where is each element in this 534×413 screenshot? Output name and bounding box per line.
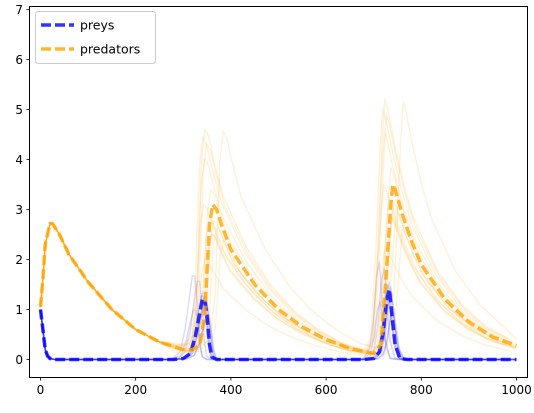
x-tick-label: 400 <box>219 383 242 397</box>
series-layer <box>38 182 518 362</box>
y-tick-label: 1 <box>15 303 23 317</box>
plot-frame <box>29 6 528 378</box>
y-axis-ticks: 0 1 2 3 4 5 6 7 <box>15 3 30 367</box>
x-tick-label: 800 <box>410 383 433 397</box>
y-tick-label: 5 <box>15 103 23 117</box>
y-tick-label: 7 <box>15 3 23 17</box>
y-tick-label: 6 <box>15 53 23 67</box>
x-tick-label: 1000 <box>501 383 532 397</box>
y-tick-label: 0 <box>15 353 23 367</box>
x-axis-ticks: 0 200 400 600 800 1000 <box>37 377 532 397</box>
series-line-predators <box>38 182 518 356</box>
series-line-preys <box>38 287 517 362</box>
legend-label-predators: predators <box>80 42 140 57</box>
legend: preys predators <box>35 11 156 64</box>
x-tick-label: 0 <box>37 383 45 397</box>
y-tick-label: 2 <box>15 253 23 267</box>
x-tick-label: 600 <box>315 383 338 397</box>
y-tick-label: 3 <box>15 203 23 217</box>
legend-box <box>35 11 156 64</box>
x-tick-label: 200 <box>124 383 147 397</box>
y-tick-label: 4 <box>15 153 23 167</box>
legend-label-preys: preys <box>80 18 114 33</box>
